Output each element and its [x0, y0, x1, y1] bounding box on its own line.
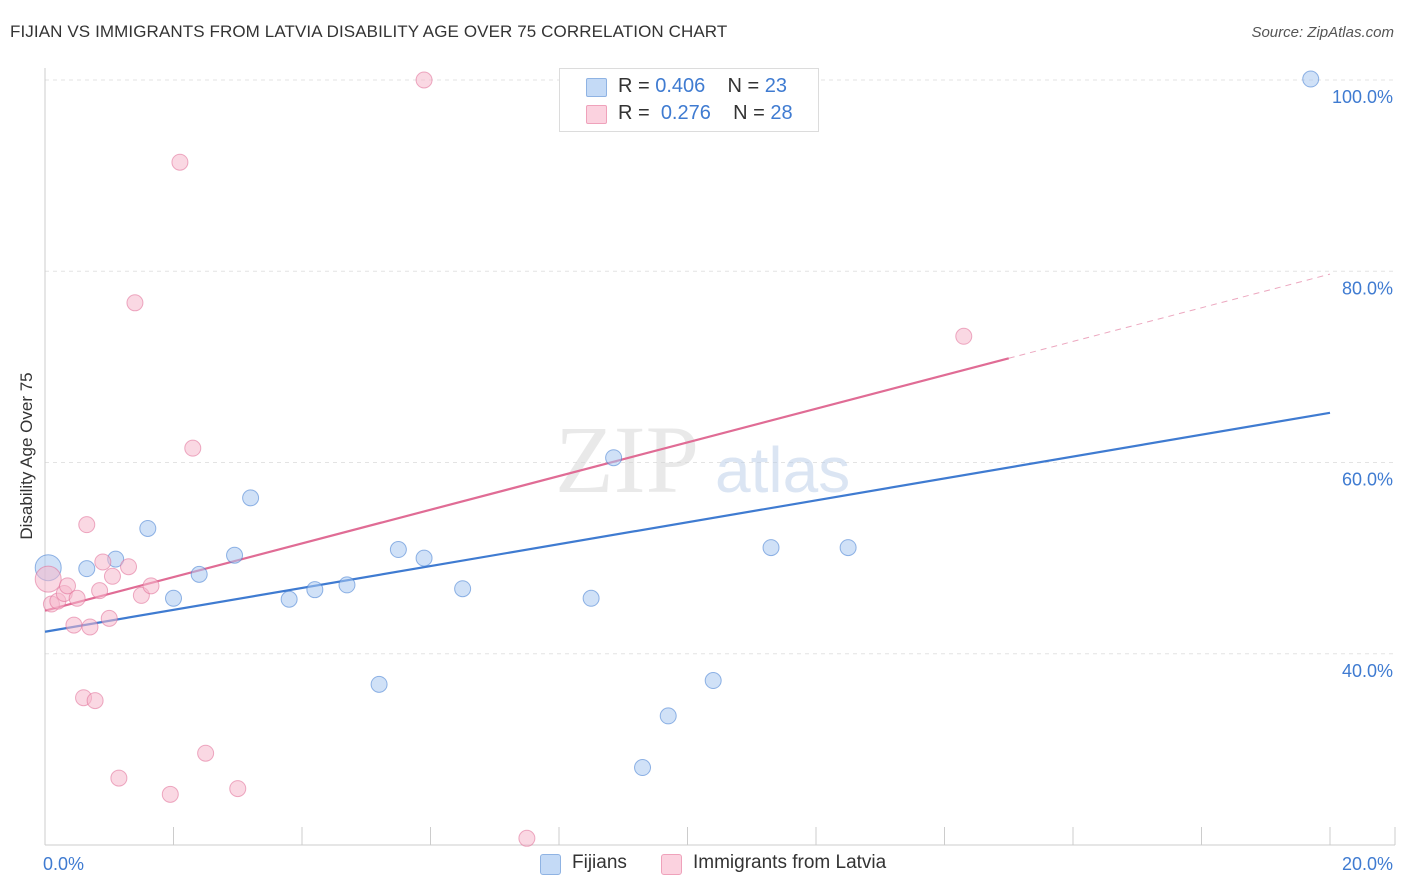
fijians-point — [226, 546, 244, 564]
watermark-zip: ZIP — [555, 406, 699, 513]
fijians-trend-line — [44, 411, 1331, 633]
fijians-point — [280, 590, 298, 608]
watermark: ZIP atlas — [555, 406, 850, 513]
r-label: R = — [618, 102, 656, 124]
fijians-point — [165, 589, 182, 607]
fijians-point — [242, 489, 260, 507]
latvia-point — [126, 294, 144, 312]
n-label: N = — [733, 102, 771, 124]
source-label: Source: ZipAtlas.com — [1251, 24, 1394, 41]
latvia-point — [103, 567, 121, 585]
r-value: 0.406 — [655, 75, 706, 97]
latvia-point — [65, 616, 83, 634]
latvia-point — [81, 618, 99, 636]
y-tick-label: 80.0% — [1342, 278, 1393, 298]
fijians-point — [605, 449, 623, 467]
fijians-point — [389, 541, 407, 559]
fijians-point — [582, 589, 600, 607]
chart-title: FIJIAN VS IMMIGRANTS FROM LATVIA DISABIL… — [10, 22, 728, 41]
axes — [44, 68, 1396, 846]
grid-lines — [45, 79, 1395, 655]
n-label: N = — [727, 75, 765, 97]
fijians-point — [659, 707, 677, 725]
latvia-point — [120, 558, 138, 576]
n-value: 23 — [764, 75, 788, 97]
latvia-point — [91, 582, 109, 600]
latvia-point — [86, 692, 104, 710]
fijians-point — [634, 759, 652, 777]
series-legend: Fijians Immigrants from Latvia — [0, 852, 1406, 878]
latvia-point — [229, 780, 247, 798]
latvia-point — [78, 516, 96, 534]
fijians-point — [839, 539, 857, 557]
x-tick-label: 20.0% — [1342, 854, 1393, 874]
y-tick-label: 60.0% — [1342, 470, 1393, 490]
fijians-point — [704, 672, 722, 690]
legend-label: Fijians — [572, 852, 627, 873]
trend-lines — [44, 273, 1331, 633]
latvia-point — [518, 829, 536, 847]
fijians-point — [190, 565, 208, 583]
fijians-point — [415, 549, 433, 567]
stats-legend: R = 0.406 N = 23 R = 0.276 N = 28 — [559, 68, 819, 132]
fijians-point — [370, 675, 388, 693]
y-tick-labels: 40.0% 60.0% 80.0% 100.0% — [1332, 87, 1393, 681]
latvia-point — [142, 577, 160, 595]
y-axis-label: Disability Age Over 75 — [17, 372, 36, 540]
latvia-point — [955, 327, 973, 345]
latvia-legend-swatch — [661, 854, 682, 875]
latvia-point — [415, 71, 433, 89]
latvia-point — [58, 577, 76, 595]
fijians-swatch — [586, 78, 607, 97]
fijians-point — [306, 581, 324, 599]
fijians-point — [1302, 70, 1320, 88]
watermark-atlas: atlas — [715, 434, 850, 506]
n-value: 28 — [770, 102, 793, 124]
latvia-point — [184, 439, 202, 457]
y-tick-label: 40.0% — [1342, 661, 1393, 681]
data-points — [34, 70, 1320, 847]
latvia-trend-line-extension — [1008, 273, 1331, 359]
y-tick-label: 100.0% — [1332, 87, 1393, 107]
latvia-point — [110, 769, 128, 787]
fijians-point — [762, 539, 780, 557]
latvia-point — [68, 589, 86, 607]
latvia-swatch — [586, 105, 607, 124]
r-value: 0.276 — [660, 102, 711, 124]
fijians-legend-swatch — [540, 854, 561, 875]
x-tick-label: 0.0% — [43, 854, 84, 874]
latvia-trend-line — [44, 357, 1010, 612]
legend-label: Immigrants from Latvia — [693, 852, 887, 873]
fijians-point — [454, 580, 472, 598]
r-label: R = — [618, 75, 656, 97]
latvia-point — [161, 785, 179, 803]
latvia-point — [94, 553, 112, 571]
fijians-point — [78, 560, 96, 578]
x-tick-labels: 0.0% 20.0% — [43, 854, 1393, 874]
fijians-point — [338, 576, 356, 594]
latvia-point — [171, 153, 189, 171]
latvia-point — [34, 565, 62, 593]
fijians-point — [139, 519, 157, 537]
latvia-point — [100, 609, 118, 627]
latvia-point — [197, 744, 215, 762]
